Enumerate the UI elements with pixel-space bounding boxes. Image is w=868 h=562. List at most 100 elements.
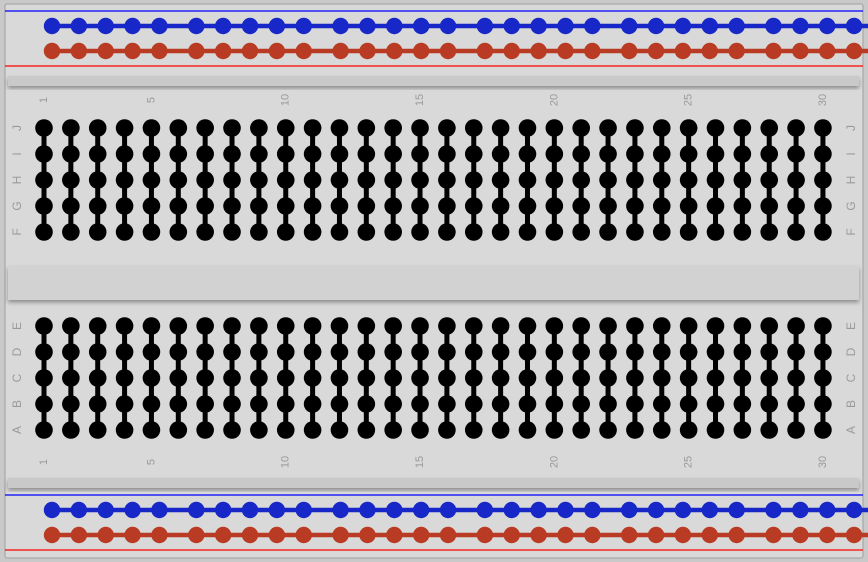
terminal-bottom-hole [438,369,456,387]
terminal-top-hole [653,171,671,189]
terminal-bottom-hole [89,343,107,361]
terminal-bottom-hole [116,343,134,361]
bottom-rail-neg-hole [296,502,312,518]
breadboard-diagram: JJIIHHGGFFEEDDCCBBAA11551010151520202525… [0,0,868,562]
terminal-top-hole [814,171,832,189]
terminal-top-hole [304,119,322,137]
terminal-bottom-hole [680,317,698,335]
terminal-bottom-hole [411,317,429,335]
bottom-rail-pos-hole [332,527,348,543]
bottom-rail-neg-hole [584,502,600,518]
terminal-bottom-hole [411,369,429,387]
bottom-rail-neg-hole [504,502,520,518]
terminal-bottom-hole [465,317,483,335]
terminal-top-hole [304,223,322,241]
terminal-top-hole [89,223,107,241]
row-label-B-left: B [10,400,24,408]
top-rail-pos-hole [621,43,637,59]
top-rail-neg-hole [819,18,835,34]
terminal-bottom-hole [492,421,510,439]
top-rail-pos-hole [332,43,348,59]
top-rail-neg-hole [584,18,600,34]
terminal-top-hole [116,223,134,241]
bottom-rail-neg-hole [98,502,114,518]
terminal-top-hole [760,197,778,215]
terminal-top-hole [196,171,214,189]
terminal-bottom-hole [35,395,53,413]
row-label-H-left: H [10,176,24,185]
bottom-rail-pos-hole [71,527,87,543]
top-rail-neg-hole [98,18,114,34]
terminal-top-hole [653,197,671,215]
row-label-C-left: C [10,373,24,382]
col-label-10-top: 10 [280,94,292,106]
terminal-bottom-hole [35,369,53,387]
terminal-bottom-hole [707,369,725,387]
col-label-1-top: 1 [38,97,50,103]
terminal-top-hole [734,171,752,189]
terminal-bottom-hole [196,369,214,387]
terminal-bottom-hole [196,395,214,413]
bottom-rail-pos-hole [728,527,744,543]
terminal-bottom-hole [196,343,214,361]
bottom-rail-neg-hole [530,502,546,518]
terminal-top-hole [760,145,778,163]
terminal-top-hole [653,223,671,241]
bottom-rail-neg-hole [71,502,87,518]
col-label-30-bottom: 30 [817,456,829,468]
top-rail-pos-hole [242,43,258,59]
terminal-top-hole [653,145,671,163]
row-label-A-right: A [844,426,858,434]
top-rail-pos-hole [846,43,862,59]
terminal-bottom-hole [411,343,429,361]
bottom-rail-neg-hole [648,502,664,518]
terminal-bottom-hole [116,395,134,413]
terminal-bottom-hole [196,317,214,335]
bottom-rail-pos-hole [648,527,664,543]
top-rail-pos-hole [269,43,285,59]
terminal-bottom-hole [89,317,107,335]
terminal-top-hole [277,197,295,215]
terminal-bottom-hole [465,343,483,361]
terminal-bottom-hole [680,369,698,387]
terminal-top-hole [277,171,295,189]
terminal-top-hole [519,197,537,215]
terminal-bottom-hole [599,343,617,361]
terminal-bottom-hole [707,421,725,439]
terminal-bottom-hole [358,369,376,387]
top-rail-neg-hole [386,18,402,34]
terminal-top-hole [653,119,671,137]
terminal-bottom-hole [62,317,80,335]
bottom-rail-pos-hole [792,527,808,543]
terminal-bottom-hole [572,369,590,387]
terminal-top-hole [787,223,805,241]
top-rail-pos-hole [98,43,114,59]
top-rail-neg-hole [477,18,493,34]
terminal-bottom-hole [116,317,134,335]
terminal-top-hole [492,197,510,215]
terminal-top-hole [35,197,53,215]
row-label-E-left: E [10,322,24,330]
terminal-top-hole [411,223,429,241]
terminal-bottom-hole [170,343,188,361]
terminal-bottom-hole [599,421,617,439]
top-rail-pos-hole [557,43,573,59]
top-rail-pos-hole [386,43,402,59]
terminal-bottom-hole [250,343,268,361]
terminal-top-hole [519,171,537,189]
terminal-top-hole [546,145,564,163]
terminal-top-hole [384,119,402,137]
terminal-bottom-hole [546,343,564,361]
terminal-top-hole [196,197,214,215]
terminal-bottom-hole [277,421,295,439]
terminal-top-hole [250,197,268,215]
terminal-bottom-hole [787,395,805,413]
terminal-bottom-hole [384,369,402,387]
terminal-top-hole [572,171,590,189]
terminal-top-hole [680,197,698,215]
terminal-bottom-hole [680,343,698,361]
terminal-top-hole [223,223,241,241]
terminal-top-hole [626,171,644,189]
terminal-top-hole [62,119,80,137]
terminal-top-hole [814,223,832,241]
